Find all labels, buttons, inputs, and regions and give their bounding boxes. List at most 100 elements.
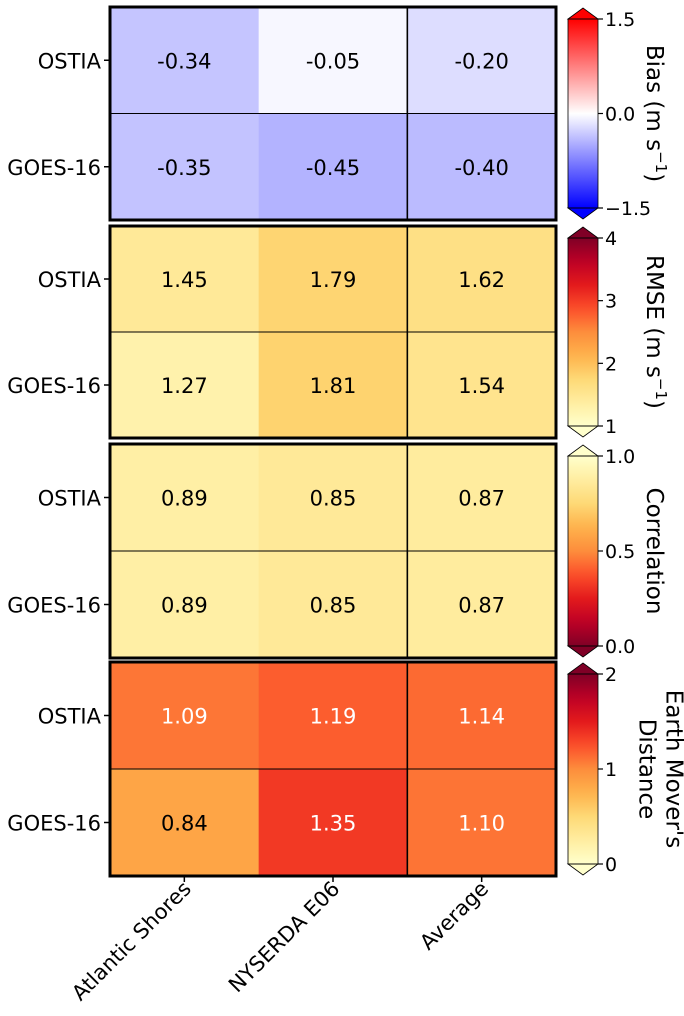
heatmap-cell — [110, 332, 260, 439]
colorbar-tick-label: 0 — [605, 854, 617, 876]
column-label: Atlantic Shores — [67, 877, 196, 1006]
heatmap-cell — [110, 662, 260, 770]
cell-value-label: -0.34 — [157, 49, 211, 73]
row-label: GOES-16 — [7, 594, 101, 618]
panel-3: 1.09 1.19 1.140.84 1.35 1.10OSTIAGOES-16012E… — [7, 660, 684, 878]
panel-2: 0.89 0.85 0.87 0.89 0.85 0.87 OSTIA GOES-16 0.0 0… — [7, 442, 667, 660]
heatmap-cell — [110, 769, 260, 877]
colorbar-extend-min — [566, 863, 600, 876]
cell-value-label: -0.35 — [157, 156, 211, 180]
colorbar-label-superscript: −1 — [652, 378, 670, 400]
colorbar-label: Bias (m s−1) — [641, 45, 670, 182]
heatmap-cell — [407, 7, 557, 114]
cell-value-label: 1.19 — [310, 705, 357, 729]
row-label: GOES-16 — [7, 374, 101, 398]
row-label: GOES-16 — [7, 156, 101, 180]
heatmap-cell — [110, 444, 260, 552]
row-label: OSTIA — [38, 705, 102, 729]
colorbar — [568, 456, 598, 646]
heatmap-cell — [110, 551, 260, 659]
cell-value-label: 1.27 — [161, 374, 208, 398]
colorbar-tick-label: 4 — [605, 228, 617, 250]
colorbar — [568, 19, 598, 208]
cell-value-label: 1.35 — [310, 812, 357, 836]
cell-value-label: 1.10 — [458, 812, 505, 836]
colorbar-label-tail: ) — [641, 173, 667, 182]
colorbar-frame — [567, 237, 599, 427]
cell-value-label: 1.62 — [458, 268, 505, 292]
heatmap-cell — [258, 226, 408, 333]
colorbar-tick-label: 0.5 — [605, 541, 635, 563]
colorbar-tick-label: 0.0 — [605, 104, 635, 126]
heatmap-cell — [407, 332, 557, 439]
panel-frame — [108, 224, 558, 440]
cell-value-label: -0.40 — [454, 156, 508, 180]
column-label: NYSERDA E06 — [224, 877, 345, 998]
heatmap-cell — [407, 662, 557, 770]
colorbar-extend-min — [566, 207, 600, 220]
heatmap-cell — [258, 551, 408, 659]
colorbar-label-main: Bias (m s — [641, 45, 667, 151]
heatmap-cell — [258, 332, 408, 439]
panel-frame — [108, 5, 558, 222]
colorbar — [568, 674, 598, 864]
column-label: Average — [415, 877, 493, 955]
colorbar-extend-min — [566, 425, 600, 438]
heatmap-cell — [407, 113, 557, 221]
heatmap-cell — [258, 662, 408, 770]
colorbar-label-main: Correlation — [641, 488, 667, 615]
heatmap-cell — [110, 113, 260, 221]
cell-value-label: -0.45 — [306, 156, 360, 180]
cell-value-label: 1.45 — [161, 268, 208, 292]
cell-value-label: -0.05 — [306, 49, 360, 73]
colorbar-tick-label: −1.5 — [605, 198, 651, 220]
cell-value-label: 0.89 — [161, 487, 208, 511]
cell-value-label: 1.54 — [458, 374, 505, 398]
cell-value-label: 1.09 — [161, 705, 208, 729]
panel-0: -0.34 -0.05 -0.20 -0.35 -0.45 -0.40 OSTIA GOES-… — [7, 5, 670, 222]
colorbar-tick-label: 2 — [605, 664, 617, 686]
colorbar-extend-max — [566, 226, 600, 239]
cell-value-label: 0.87 — [458, 594, 505, 618]
cell-value-label: 0.85 — [310, 487, 357, 511]
colorbar — [568, 238, 598, 426]
colorbar-tick-label: 2 — [605, 353, 617, 375]
cell-value-label: 0.87 — [458, 487, 505, 511]
cell-value-label: 1.81 — [310, 374, 357, 398]
colorbar-label: Earth Mover's — [661, 690, 684, 848]
colorbar-extend-max — [566, 662, 600, 675]
cell-value-label: 0.84 — [161, 812, 208, 836]
heatmap-cell — [258, 769, 408, 877]
colorbar-label-tail: ) — [641, 400, 667, 409]
cell-value-label: 1.14 — [458, 705, 505, 729]
colorbar-tick-label: 1 — [605, 759, 617, 781]
colorbar-tick-label: 1.5 — [605, 9, 635, 31]
colorbar-tick-label: 1.0 — [605, 446, 635, 468]
colorbar-label-main: RMSE (m s — [641, 255, 667, 378]
heatmap-cell — [110, 7, 260, 114]
heatmap-cell — [258, 113, 408, 221]
row-label: OSTIA — [38, 487, 102, 511]
colorbar-extend-max — [566, 7, 600, 20]
heatmap-cell — [407, 226, 557, 333]
colorbar-label: Correlation — [641, 488, 667, 615]
colorbar-label: Distance — [634, 719, 660, 820]
colorbar-label-superscript: −1 — [652, 151, 670, 173]
colorbar-tick-label: 1 — [605, 416, 617, 438]
heatmap-cell — [407, 551, 557, 659]
cell-value-label: 0.89 — [161, 594, 208, 618]
panel-1: 1.45 1.79 1.62 1.27 1.81 1.54 OSTIA GOES-16 1 2 3 4… — [7, 224, 670, 440]
colorbar-tick-label: 0.0 — [605, 636, 635, 658]
row-label: OSTIA — [38, 268, 102, 292]
colorbar-extend-min — [566, 645, 600, 658]
heatmap-cell — [258, 7, 408, 114]
cell-value-label: 0.85 — [310, 594, 357, 618]
row-label: OSTIA — [38, 49, 102, 73]
heatmap-cell — [258, 444, 408, 552]
colorbar-tick-label: 3 — [605, 291, 617, 313]
heatmap-cell — [110, 226, 260, 333]
heatmap-cell — [407, 769, 557, 877]
cell-value-label: 1.79 — [310, 268, 357, 292]
